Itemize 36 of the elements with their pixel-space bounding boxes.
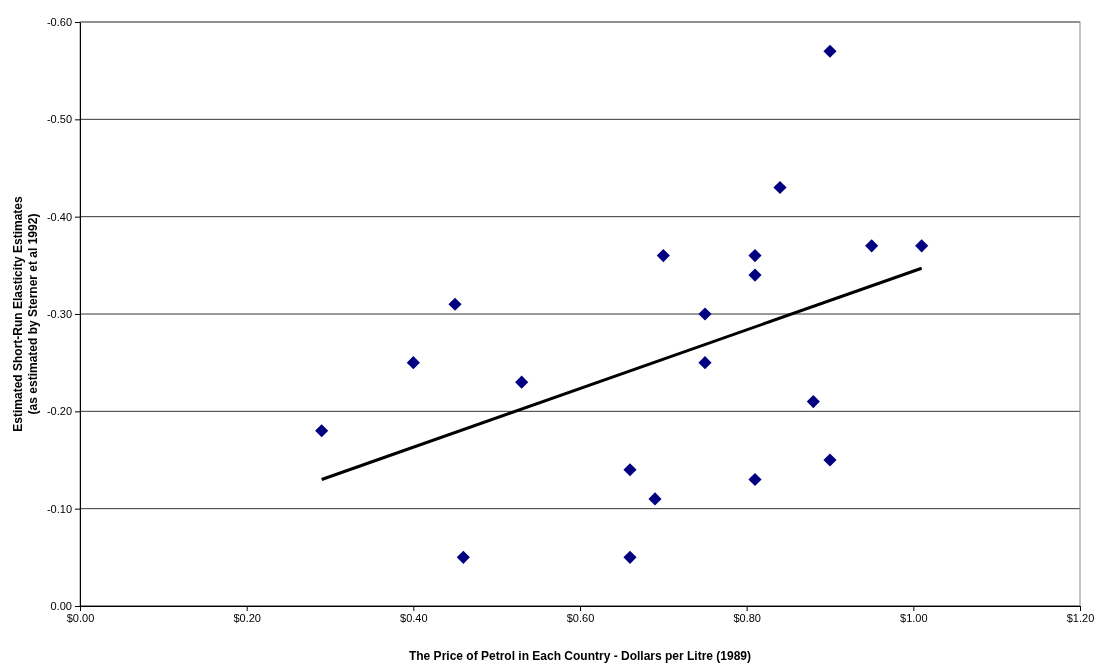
x-tick-label: $1.20 (1066, 611, 1095, 624)
x-tick-label: $0.40 (400, 611, 428, 624)
x-tick-label: $0.20 (233, 611, 261, 624)
y-tick-label: -0.10 (46, 502, 72, 515)
point (315, 424, 329, 438)
x-tick-label: $0.60 (566, 611, 595, 624)
point (748, 268, 762, 282)
y-tick-label: -0.20 (46, 405, 72, 418)
point (773, 180, 787, 195)
point (456, 550, 470, 564)
x-tick-label: $0.00 (66, 611, 95, 624)
point (698, 307, 712, 321)
point (748, 472, 762, 487)
point (406, 356, 420, 370)
y-axis-title: Estimated Short-Run Elasticity Estimates (as estimated by Sterner et al 1992) (11, 195, 40, 432)
y-tick-label: 0.00 (50, 600, 72, 613)
point (865, 239, 879, 253)
x-axis-title: The Price of Petrol in Each Country - Dollars per Litre (1989) (408, 649, 752, 663)
point (623, 463, 637, 477)
y-tick-label: -0.60 (46, 16, 72, 29)
y-tick-label: -0.40 (46, 210, 72, 223)
point (748, 249, 762, 263)
point (648, 492, 662, 506)
point (448, 297, 462, 311)
point (823, 453, 837, 467)
y-tick-label: -0.50 (46, 113, 72, 126)
point (656, 249, 670, 263)
x-tick-label: $1.00 (900, 611, 928, 624)
point (806, 395, 820, 409)
y-tick-label: -0.30 (46, 308, 72, 321)
point (515, 375, 529, 389)
point (698, 356, 712, 370)
point (623, 550, 637, 564)
point (823, 44, 837, 58)
x-tick-label: $0.80 (733, 611, 761, 624)
point (915, 239, 929, 253)
